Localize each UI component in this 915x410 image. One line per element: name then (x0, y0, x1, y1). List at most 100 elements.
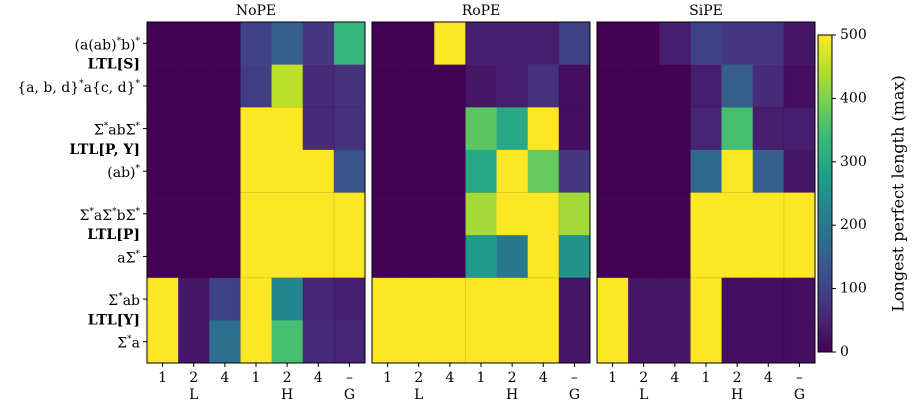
heatmap-cell (302, 107, 335, 151)
y-group-label: LTL[P, Y] (69, 142, 140, 158)
x-group-label: H (506, 387, 518, 403)
heatmap-cell (628, 277, 660, 321)
heatmap-cell (434, 235, 466, 279)
x-tick-label: 1 (477, 370, 486, 386)
x-tick-label: – (346, 370, 353, 386)
heatmap-cell (465, 320, 497, 364)
heatmap-cell (271, 277, 304, 321)
heatmap-cell (147, 149, 179, 193)
heatmap-cell (271, 235, 304, 279)
heatmap-cell (178, 192, 210, 236)
heatmap-cell (496, 320, 529, 364)
heatmap-cell (659, 235, 691, 279)
y-tick-label: Σ*a (117, 334, 140, 352)
y-tick-label: (ab)* (107, 164, 140, 182)
heatmap-cell (302, 277, 335, 321)
heatmap-cell (302, 149, 335, 193)
heatmap-cell (178, 320, 210, 364)
x-tick-label: 1 (252, 370, 261, 386)
heatmap-cell (783, 192, 816, 236)
heatmap-cell (496, 235, 529, 279)
heatmap-cell (783, 107, 816, 151)
heatmap-cell (240, 320, 272, 364)
heatmap-cell (333, 107, 366, 151)
heatmap-cell (496, 107, 529, 151)
heatmap-cell (333, 192, 366, 236)
heatmap-cell (372, 64, 404, 108)
heatmap-cell (597, 149, 629, 193)
heatmap-cell (147, 320, 179, 364)
heatmap-cell (302, 192, 335, 236)
heatmap-cell (147, 64, 179, 108)
heatmap-cell (178, 277, 210, 321)
x-tick-label: 4 (764, 370, 773, 386)
heatmap-cell (240, 192, 272, 236)
x-tick-label: 4 (539, 370, 548, 386)
heatmap-cell (659, 107, 691, 151)
heatmap-cell (783, 235, 816, 279)
heatmap-cell (783, 320, 816, 364)
x-group-label: H (281, 387, 293, 403)
x-group-label: H (731, 387, 743, 403)
heatmap-cell (597, 107, 629, 151)
heatmap-cell (721, 235, 754, 279)
heatmap-cell (783, 64, 816, 108)
x-tick-label: 4 (314, 370, 323, 386)
heatmap-cell (527, 192, 560, 236)
heatmap-cell (628, 64, 660, 108)
heatmap-cell (558, 192, 591, 236)
heatmap-cell (558, 64, 591, 108)
heatmap-cell (690, 107, 722, 151)
heatmap-cell (209, 149, 241, 193)
heatmap-cell (403, 320, 435, 364)
heatmap-cell (597, 192, 629, 236)
x-group-label: G (344, 387, 355, 403)
heatmap-cell (403, 235, 435, 279)
heatmap-cell (333, 235, 366, 279)
x-tick-label: 2 (733, 370, 742, 386)
heatmap-cell (628, 107, 660, 151)
heatmap-cell (628, 149, 660, 193)
heatmap-cell (403, 22, 435, 65)
x-tick-label: 2 (283, 370, 292, 386)
heatmap-cell (496, 277, 529, 321)
x-tick-label: 2 (414, 370, 423, 386)
heatmap-cell (271, 64, 304, 108)
heatmap-cell (178, 107, 210, 151)
heatmap-cell (752, 277, 785, 321)
heatmap-cell (372, 320, 404, 364)
x-group-label: L (639, 387, 648, 403)
x-tick-label: 1 (702, 370, 711, 386)
heatmap-cell (271, 107, 304, 151)
heatmap-cell (721, 22, 754, 65)
heatmap-cell (434, 320, 466, 364)
heatmap-cell (527, 22, 560, 65)
panel-title: SiPE (689, 3, 723, 19)
x-tick-label: 4 (445, 370, 454, 386)
heatmap-cell (496, 149, 529, 193)
heatmap-cell (659, 22, 691, 65)
heatmap-cell (209, 192, 241, 236)
heatmap-cell (783, 149, 816, 193)
heatmap-cell (690, 22, 722, 65)
colorbar-tick-label: 200 (840, 217, 867, 233)
heatmap-cell (465, 22, 497, 65)
heatmap-cell (496, 64, 529, 108)
heatmap-cell (271, 149, 304, 193)
x-tick-label: 4 (670, 370, 679, 386)
heatmap-cell (721, 107, 754, 151)
heatmap-cell (558, 22, 591, 65)
heatmap-cell (690, 149, 722, 193)
heatmap-cell (147, 192, 179, 236)
heatmap-cell (628, 192, 660, 236)
x-tick-label: 2 (508, 370, 517, 386)
heatmap-cell (372, 22, 404, 65)
x-group-label: G (569, 387, 580, 403)
heatmap-cell (527, 235, 560, 279)
y-tick-label: Σ*aΣ*bΣ* (79, 206, 140, 224)
heatmap-cell (333, 277, 366, 321)
heatmap-cell (178, 149, 210, 193)
y-group-label: LTL[P] (87, 227, 140, 243)
y-group-label: LTL[Y] (88, 312, 140, 328)
heatmap-cell (752, 192, 785, 236)
